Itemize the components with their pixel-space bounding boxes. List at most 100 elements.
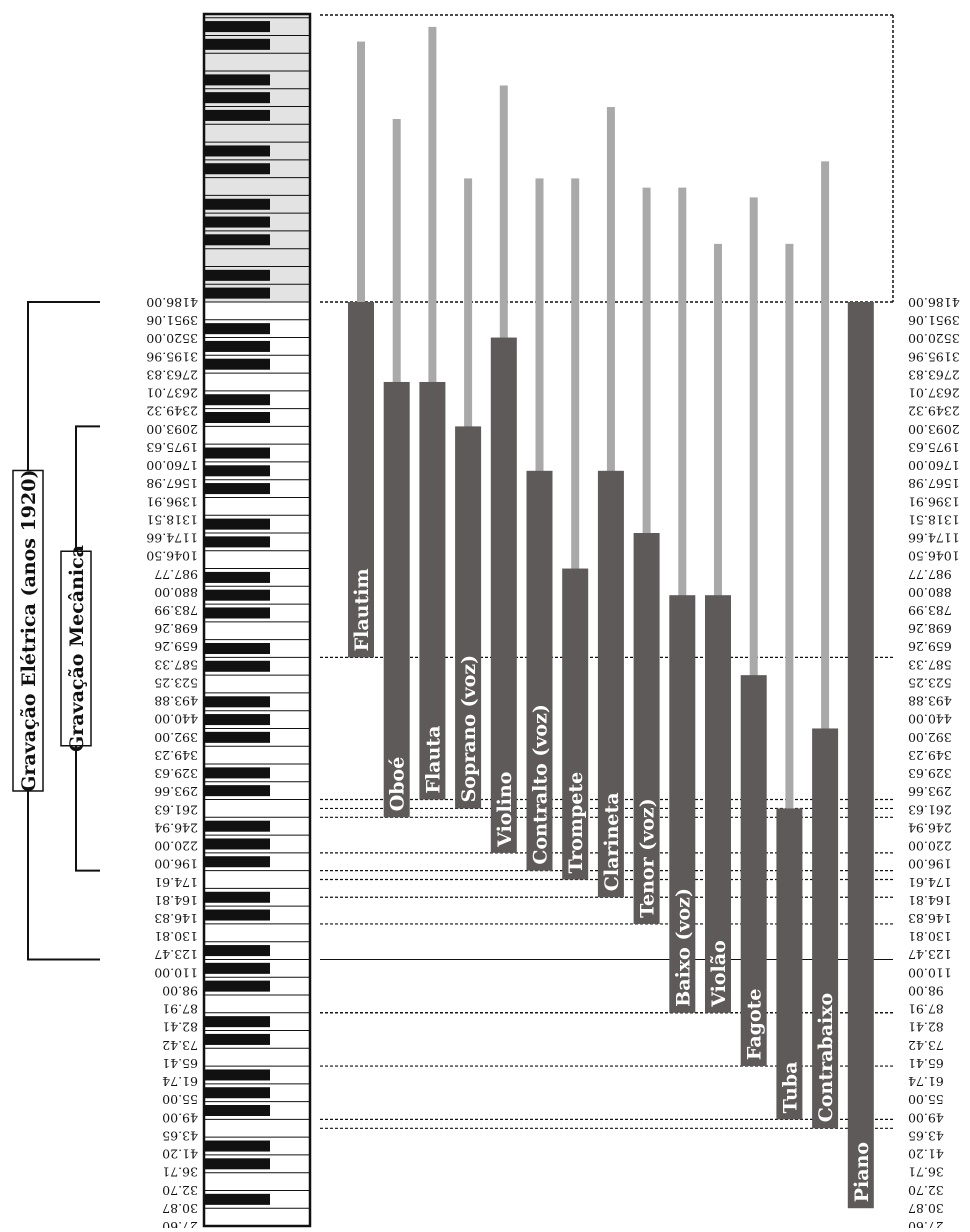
overtone-bar (606, 107, 615, 477)
fundamental-bar (705, 595, 731, 1013)
instrument-label: Baixo (voz) (672, 888, 694, 1007)
black-key (204, 447, 270, 459)
frequency-label: 43.65 (162, 1128, 198, 1143)
black-key (204, 767, 270, 779)
black-key (204, 74, 270, 86)
instrument-label: Soprano (voz) (458, 655, 480, 803)
black-key (204, 642, 270, 655)
frequency-label: 174.61 (154, 875, 198, 890)
black-key (204, 163, 270, 175)
overtone-bar (428, 26, 437, 388)
black-key (204, 1069, 270, 1081)
fundamental-bar (562, 568, 589, 880)
frequency-label: 87.91 (162, 1002, 198, 1017)
fundamental-bar (812, 728, 839, 1129)
black-key (204, 92, 270, 104)
frequency-label: 329.63 (908, 766, 952, 781)
instrument-label: Flautim (351, 568, 373, 651)
black-key (204, 856, 270, 868)
frequency-label: 41.20 (908, 1147, 944, 1162)
frequency-label: 1760.00 (908, 458, 960, 473)
frequency-label: 1174.66 (908, 531, 960, 546)
fundamental-bar (776, 808, 803, 1120)
frequency-label: 196.00 (154, 857, 198, 872)
frequency-label: 2763.83 (908, 367, 960, 382)
frequency-label: 61.74 (908, 1074, 944, 1089)
instrument-label: Piano (851, 1142, 873, 1202)
frequency-label: 87.91 (908, 1002, 944, 1017)
black-key (204, 1104, 270, 1117)
mechanical-label: Gravação Mecânica (66, 545, 88, 752)
fundamental-bar (348, 302, 374, 658)
fundamental-bar (419, 381, 446, 800)
frequency-label: 30.87 (908, 1201, 944, 1216)
black-key (204, 145, 270, 157)
frequency-label: 659.26 (908, 639, 952, 654)
keyboard-extended-shade (204, 14, 310, 302)
frequency-label: 2093.00 (908, 422, 960, 437)
black-key (204, 980, 270, 992)
frequency-label: 1567.98 (908, 476, 960, 491)
black-key (204, 945, 270, 957)
frequency-label: 110.00 (154, 965, 198, 980)
frequency-label: 3951.06 (146, 313, 198, 328)
frequency-label: 3520.00 (146, 331, 198, 346)
frequency-label: 123.47 (154, 947, 198, 962)
instrument-labels: Flautim Oboé Flauta Soprano (voz) Violino Con… (351, 568, 873, 1202)
frequency-label: 27.60 (908, 1219, 944, 1228)
frequency-label: 82.41 (908, 1020, 944, 1035)
frequency-label: 27.60 (162, 1219, 198, 1228)
black-key (204, 483, 270, 495)
frequency-label: 110.00 (908, 965, 952, 980)
frequency-label: 55.00 (908, 1092, 944, 1107)
frequency-label: 880.00 (154, 585, 198, 600)
frequency-label: 2093.00 (146, 422, 198, 437)
frequency-label: 659.26 (154, 639, 198, 654)
frequency-label: 73.42 (908, 1038, 944, 1053)
frequency-label: 30.87 (162, 1201, 198, 1216)
frequency-label: 98.00 (162, 983, 198, 998)
frequency-label: 1396.91 (908, 494, 960, 509)
frequency-label: 2637.01 (146, 386, 198, 401)
black-key (204, 660, 270, 672)
overtone-bar (642, 187, 651, 539)
frequency-label: 1975.63 (146, 440, 198, 455)
overtone-bar (535, 178, 544, 477)
frequency-label: 2349.32 (146, 404, 198, 419)
frequency-label: 61.74 (162, 1074, 198, 1089)
instrument-label: Trompete (565, 772, 587, 874)
frequency-label: 261.63 (908, 802, 952, 817)
black-key (204, 731, 270, 743)
frequency-label: 55.00 (162, 1092, 198, 1107)
frequency-label: 783.99 (154, 603, 198, 618)
frequency-label: 392.00 (908, 730, 952, 745)
frequency-label: 440.00 (908, 712, 952, 727)
fundamental-bar (526, 470, 553, 871)
frequency-label: 41.20 (162, 1147, 198, 1162)
frequency-label: 1318.51 (146, 512, 198, 527)
black-key (204, 962, 270, 974)
frequency-label: 130.81 (908, 929, 952, 944)
overtone-bar (749, 197, 758, 682)
keyboard-frame (202, 12, 312, 1228)
frequency-label: 2349.32 (908, 404, 960, 419)
black-key (204, 820, 270, 832)
black-key (204, 269, 270, 281)
right-frequency-scale: 4186.00 3951.06 3520.00 3195.96 2763.83 2637.… (908, 295, 960, 1232)
black-key (204, 216, 270, 228)
black-key (204, 38, 270, 50)
frequency-label: 1567.98 (146, 476, 198, 491)
frequency-label: 523.25 (154, 675, 198, 690)
frequency-label: 493.88 (908, 694, 952, 709)
black-key (204, 109, 270, 121)
frequency-label: 32.70 (162, 1183, 198, 1198)
black-key (204, 909, 270, 921)
overtone-bar (357, 41, 365, 309)
overtone-bars (357, 26, 830, 815)
instrument-label: Tuba (779, 1062, 801, 1114)
fundamental-bar (740, 675, 767, 1067)
frequency-label: 329.63 (154, 766, 198, 781)
frequency-label: 1318.51 (908, 512, 960, 527)
frequency-label: 49.00 (908, 1110, 944, 1125)
